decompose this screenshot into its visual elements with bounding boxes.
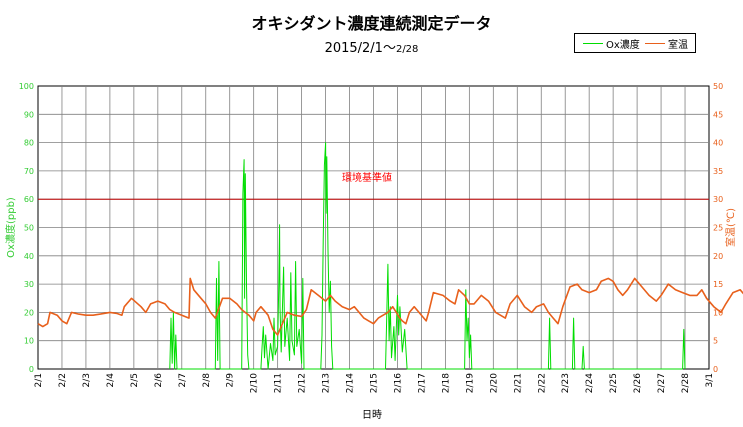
chart-title: オキシダント濃度連続測定データ xyxy=(251,14,492,33)
y-tick-label-left: 90 xyxy=(24,110,34,119)
series-line-ox xyxy=(169,142,686,370)
legend-label-ox: Ox濃度 xyxy=(606,40,640,51)
x-tick-label: 2/24 xyxy=(585,373,595,393)
y-tick-label-left: 0 xyxy=(29,365,34,374)
y-tick-label-right: 30 xyxy=(713,195,723,204)
x-tick-label: 2/2 xyxy=(58,373,68,387)
y-tick-label-right: 5 xyxy=(713,337,718,346)
x-tick-label: 2/5 xyxy=(130,373,140,387)
y-tick-label-right: 10 xyxy=(713,308,723,317)
subtitle-small: 2/28 xyxy=(395,44,419,55)
x-tick-label: 2/23 xyxy=(561,373,571,393)
subtitle-main: 2015/2/1～ xyxy=(324,41,396,56)
y-tick-label-left: 20 xyxy=(24,308,34,317)
x-tick-label: 2/16 xyxy=(393,373,403,393)
x-tick-label: 3/1 xyxy=(705,373,715,387)
x-tick-label: 2/26 xyxy=(633,373,643,393)
x-tick-label: 2/7 xyxy=(178,373,188,387)
y-tick-label-left: 100 xyxy=(19,82,34,91)
chart-subtitle: 2015/2/1～2/28 xyxy=(0,37,743,56)
legend-item-temp: 室温 xyxy=(645,36,688,51)
x-tick-label: 2/11 xyxy=(274,373,284,393)
y-tick-label-left: 10 xyxy=(24,337,34,346)
y-tick-label-left: 30 xyxy=(24,280,34,289)
x-tick-label: 2/18 xyxy=(441,373,451,393)
x-tick-label: 2/9 xyxy=(226,373,236,388)
x-tick-label: 2/10 xyxy=(250,373,260,393)
y-tick-label-left: 50 xyxy=(24,224,34,233)
x-tick-label: 2/19 xyxy=(465,373,475,393)
legend-item-ox: Ox濃度 xyxy=(583,36,640,51)
y-axis-label-left: Ox濃度(ppb) xyxy=(4,197,17,258)
x-tick-label: 2/8 xyxy=(202,373,212,388)
x-tick-label: 2/4 xyxy=(106,373,116,388)
y-tick-label-left: 80 xyxy=(24,139,34,148)
legend: Ox濃度 室温 xyxy=(574,33,696,53)
y-tick-label-right: 45 xyxy=(713,110,723,119)
x-tick-label: 2/3 xyxy=(82,373,92,387)
x-tick-label: 2/12 xyxy=(298,373,308,393)
x-tick-label: 2/27 xyxy=(657,373,667,393)
x-tick-label: 2/15 xyxy=(370,373,380,393)
legend-swatch-temp xyxy=(645,43,665,44)
x-tick-label: 2/13 xyxy=(322,373,332,393)
x-tick-label: 2/20 xyxy=(489,373,499,393)
x-tick-label: 2/28 xyxy=(681,373,691,393)
legend-swatch-ox xyxy=(583,43,603,44)
y-tick-label-left: 60 xyxy=(24,195,34,204)
y-tick-label-left: 40 xyxy=(24,252,34,261)
reference-label: 環境基準値 xyxy=(342,171,392,184)
x-tick-label: 2/25 xyxy=(609,373,619,393)
y-tick-label-right: 25 xyxy=(713,224,723,233)
x-tick-label: 2/17 xyxy=(417,373,427,393)
y-tick-label-right: 15 xyxy=(713,280,723,289)
legend-label-temp: 室温 xyxy=(668,40,688,51)
x-axis-label: 日時 xyxy=(362,409,382,421)
series-line-temp xyxy=(37,277,743,336)
y-tick-label-right: 0 xyxy=(713,365,718,374)
x-tick-label: 2/22 xyxy=(537,373,547,393)
y-tick-label-right: 50 xyxy=(713,82,723,91)
y-tick-label-right: 35 xyxy=(713,167,723,176)
y-tick-label-left: 70 xyxy=(24,167,34,176)
y-tick-label-right: 40 xyxy=(713,139,723,148)
y-tick-label-right: 20 xyxy=(713,252,723,261)
x-tick-label: 2/1 xyxy=(34,373,44,387)
y-axis-label-right: 室温(℃) xyxy=(724,208,737,247)
x-tick-label: 2/21 xyxy=(513,373,523,393)
x-tick-label: 2/6 xyxy=(154,373,164,388)
x-tick-label: 2/14 xyxy=(346,373,356,393)
